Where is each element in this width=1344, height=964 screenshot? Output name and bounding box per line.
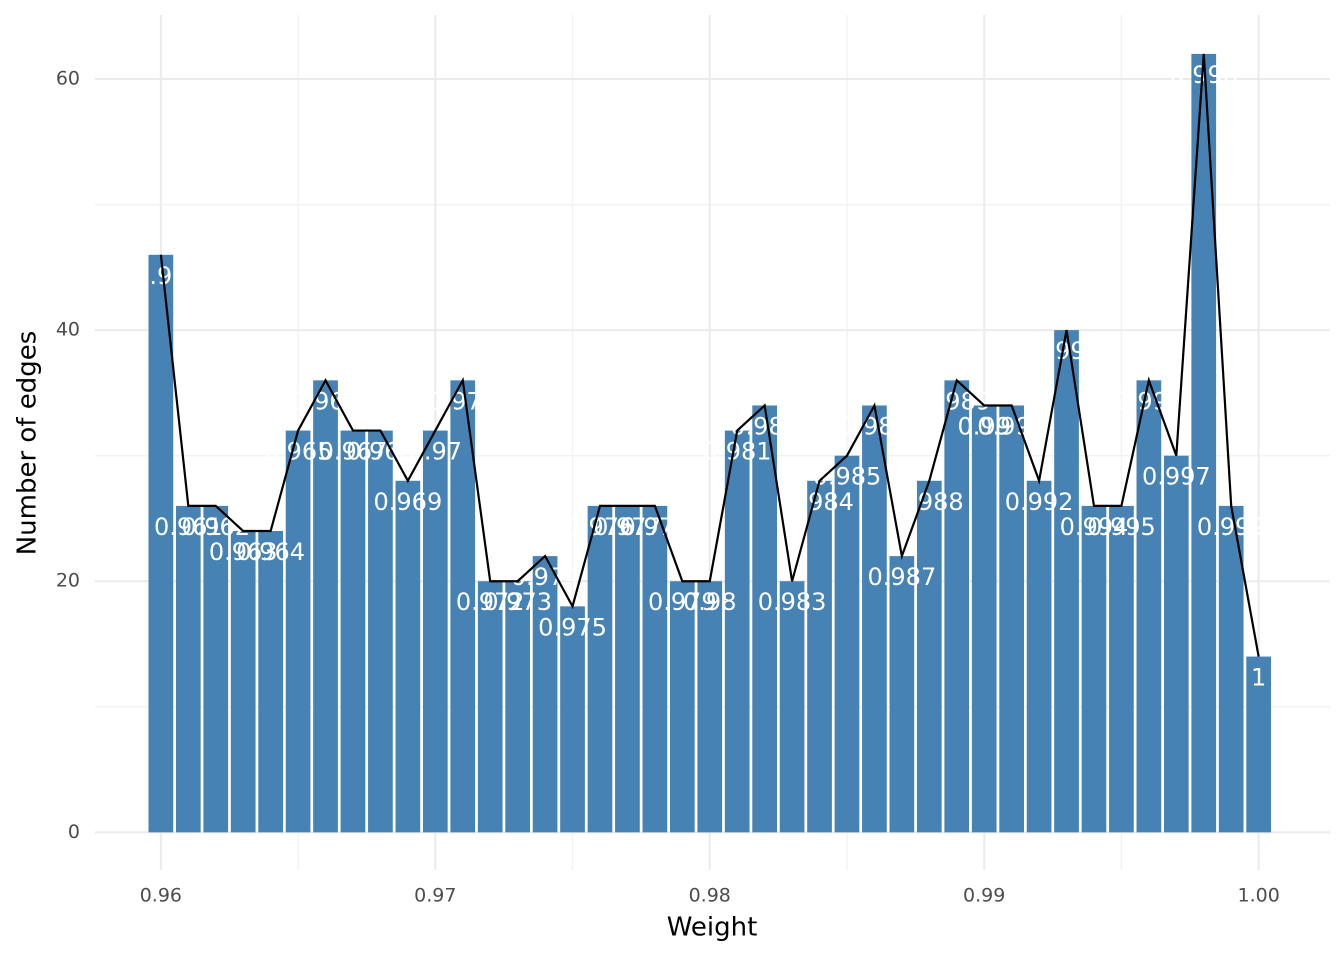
bar (1026, 480, 1052, 833)
x-tick-label: 0.96 (140, 885, 182, 907)
bar-label: 0.978 (621, 513, 690, 541)
bar (615, 505, 640, 833)
bar (752, 405, 777, 833)
bar-label: 0.976 (566, 513, 635, 541)
bar-label: 0.972 (456, 588, 525, 616)
bar-label: 0.973 (483, 588, 552, 616)
bar (669, 581, 695, 833)
y-axis-title: Number of edges (13, 331, 43, 556)
bar (1246, 656, 1271, 833)
bar-label: 0.96 (134, 262, 187, 290)
bar (642, 505, 668, 833)
bar (724, 430, 750, 833)
bar (340, 430, 366, 833)
y-tick-label: 60 (56, 68, 80, 90)
x-tick-label: 1.00 (1237, 885, 1279, 907)
bar-label: 0.98 (683, 588, 736, 616)
x-axis-title: Weight (667, 913, 758, 943)
bar-label: 1 (1251, 664, 1266, 692)
y-tick-label: 20 (56, 570, 80, 592)
bar-label: 0.986 (840, 412, 909, 440)
y-tick-label: 40 (56, 319, 80, 341)
bar-label: 0.991 (977, 412, 1046, 440)
bar (697, 581, 723, 833)
bar-label: 0.984 (785, 488, 854, 516)
bar (505, 581, 530, 833)
y-tick-label: 0 (68, 821, 80, 843)
bar-label: 0.994 (1060, 513, 1129, 541)
bar (313, 380, 338, 833)
bar (1136, 380, 1162, 833)
bar (368, 430, 393, 833)
bar-label: 0.963 (209, 538, 278, 566)
bar-label: 0.981 (703, 438, 772, 466)
bar-label: 0.965 (264, 438, 333, 466)
bar (889, 556, 915, 833)
bar (560, 606, 585, 833)
bar (779, 581, 805, 833)
bar (834, 455, 860, 833)
bar-label: 0.995 (1087, 513, 1156, 541)
bar-label: 0.967 (319, 438, 388, 466)
bar-label: 0.968 (346, 438, 415, 466)
bar-label: 0.997 (1142, 463, 1211, 491)
bar-label: 0.979 (648, 588, 717, 616)
trend-line (159, 53, 1260, 657)
bar (999, 405, 1024, 833)
x-tick-label: 0.99 (963, 885, 1005, 907)
bar-label: 0.975 (538, 613, 607, 641)
bar-label: 0.983 (758, 588, 827, 616)
bar (587, 505, 613, 833)
x-tick-label: 0.97 (414, 885, 456, 907)
bar (971, 405, 997, 833)
bar-label: 0.988 (895, 488, 964, 516)
bar-label: 0.97 (409, 438, 462, 466)
bar-label: 0.977 (593, 513, 662, 541)
bar (862, 405, 887, 833)
bar-label: 0.99 (957, 412, 1010, 440)
bar (1109, 505, 1134, 833)
bar-label: 0.969 (374, 488, 443, 516)
x-tick-label: 0.98 (689, 885, 731, 907)
bar-label: 0.964 (236, 538, 305, 566)
bar (807, 480, 832, 833)
bar (258, 531, 283, 833)
bar (203, 505, 229, 833)
bar (230, 531, 256, 833)
bar (450, 380, 476, 833)
bar (285, 430, 311, 833)
bar-label: 0.992 (1005, 488, 1074, 516)
bar-label: 0.966 (291, 387, 360, 415)
bar (916, 480, 942, 833)
bar-label: 0.993 (1032, 337, 1101, 365)
bar-label: 0.999 (1197, 513, 1266, 541)
bar (1081, 505, 1107, 833)
bar-label: 0.961 (154, 513, 223, 541)
bar (477, 581, 503, 833)
bar (1218, 505, 1244, 833)
bar (944, 380, 970, 833)
bar-label: 0.987 (868, 563, 937, 591)
bar (395, 480, 421, 833)
bar (422, 430, 448, 833)
bar (1163, 455, 1189, 833)
bar (175, 505, 201, 833)
bar-label: 0.971 (428, 387, 497, 415)
bar (1054, 330, 1079, 833)
bar-label: 0.996 (1115, 387, 1184, 415)
bar (148, 254, 174, 833)
bar (532, 556, 558, 833)
